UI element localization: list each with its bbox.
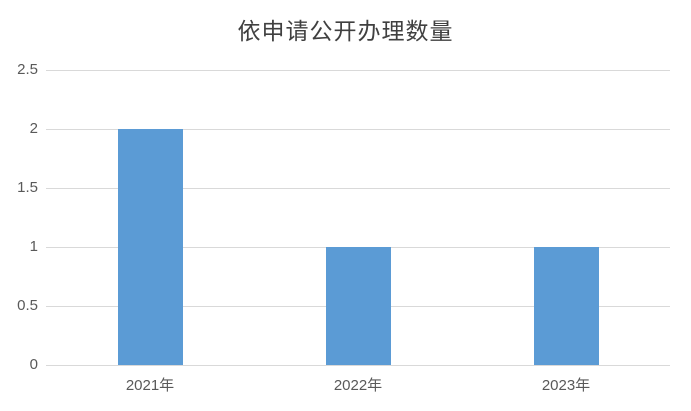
bar-2023年	[533, 247, 599, 365]
gridline	[46, 70, 670, 71]
gridline	[46, 365, 670, 366]
y-tick-label: 2	[29, 120, 38, 137]
y-tick-label: 0.5	[17, 297, 38, 314]
y-tick-label: 1	[29, 238, 38, 255]
y-tick-label: 0	[29, 356, 38, 373]
gridline	[46, 188, 670, 189]
gridline	[46, 129, 670, 130]
x-tick-label: 2022年	[333, 377, 383, 394]
bar-2022年	[325, 247, 391, 365]
y-tick-label: 2.5	[17, 61, 38, 78]
x-tick-label: 2021年	[125, 377, 175, 394]
chart-title: 依申请公开办理数量	[237, 19, 454, 44]
plot-area	[46, 70, 670, 366]
y-tick-label: 1.5	[17, 179, 38, 196]
bar-2021年	[117, 129, 183, 365]
x-tick-label: 2023年	[541, 377, 591, 394]
